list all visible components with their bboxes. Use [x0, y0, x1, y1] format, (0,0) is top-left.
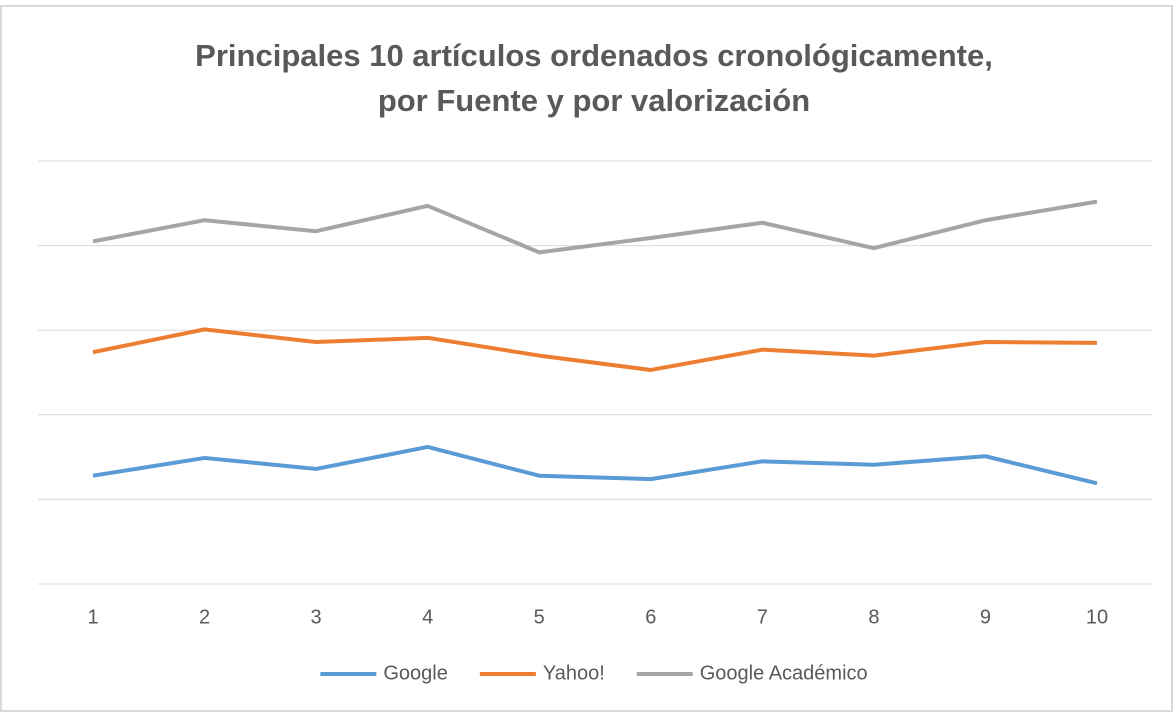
- legend-label: Google Académico: [700, 662, 868, 684]
- series-line: [92, 199, 1098, 255]
- x-tick-label: 8: [868, 606, 879, 628]
- x-tick-label: 7: [757, 606, 768, 628]
- x-tick-label: 4: [422, 606, 433, 628]
- chart-frame: [0, 5, 1173, 712]
- x-tick-label: 2: [199, 606, 210, 628]
- x-tick-label: 5: [534, 606, 545, 628]
- chart-title: por Fuente y por valorización: [378, 83, 810, 118]
- series-line: [92, 327, 1098, 372]
- chart-title: Principales 10 artículos ordenados crono…: [195, 38, 993, 73]
- legend-label: Yahoo!: [543, 662, 605, 684]
- x-tick-label: 9: [980, 606, 991, 628]
- x-tick-label: 6: [645, 606, 656, 628]
- legend-label: Google: [383, 662, 448, 684]
- series-line: [92, 444, 1098, 486]
- x-tick-label: 10: [1086, 606, 1108, 628]
- x-tick-label: 1: [87, 606, 98, 628]
- x-tick-label: 3: [311, 606, 322, 628]
